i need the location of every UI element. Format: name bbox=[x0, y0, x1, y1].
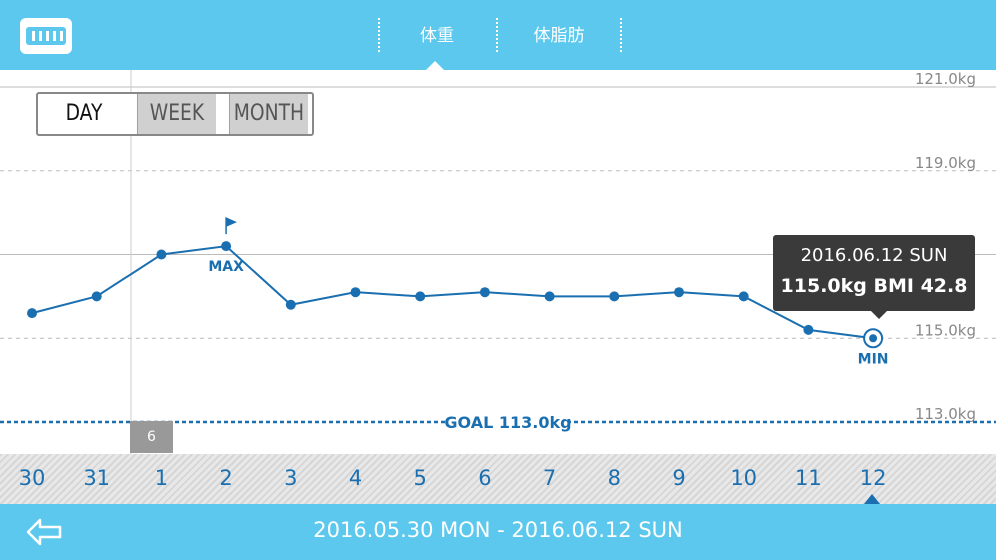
weight-point bbox=[91, 291, 102, 302]
date-label[interactable]: 2 bbox=[219, 466, 233, 490]
weight-point bbox=[674, 287, 684, 298]
weight-point bbox=[479, 287, 490, 298]
cursor-badge[interactable]: 6 bbox=[130, 421, 173, 453]
date-label[interactable]: 5 bbox=[413, 466, 427, 490]
footer-date-range: 2016.05.30 MON - 2016.06.12 SUN bbox=[313, 518, 683, 542]
tab-divider bbox=[496, 18, 498, 52]
weight-point bbox=[609, 291, 620, 302]
date-label[interactable]: 30 bbox=[18, 466, 46, 490]
selected-date-pointer bbox=[864, 494, 880, 504]
tab-body-fat[interactable]: 体脂肪 bbox=[533, 26, 585, 46]
tooltip-date: 2016.06.12 SUN bbox=[800, 245, 948, 266]
y-tick-label: 119.0kg bbox=[915, 154, 976, 172]
value-tooltip: 2016.06.12 SUN 115.0kg BMI 42.8 bbox=[773, 235, 975, 319]
min-point-dot bbox=[869, 334, 878, 343]
back-arrow-icon[interactable] bbox=[24, 516, 64, 548]
footer-bar: 2016.05.30 MON - 2016.06.12 SUN bbox=[0, 504, 996, 560]
weight-point bbox=[156, 249, 167, 260]
min-label: MIN bbox=[858, 351, 889, 367]
tab-divider bbox=[378, 18, 380, 52]
date-label[interactable]: 10 bbox=[730, 466, 758, 490]
range-selector: DAY WEEK MONTH bbox=[36, 92, 314, 136]
range-month-button[interactable]: MONTH bbox=[228, 94, 309, 134]
date-label[interactable]: 31 bbox=[83, 466, 111, 490]
max-flag-icon bbox=[225, 216, 237, 235]
weight-point bbox=[803, 324, 814, 335]
range-day-button[interactable]: DAY bbox=[44, 94, 124, 134]
weight-point bbox=[415, 291, 426, 302]
tab-divider bbox=[620, 18, 622, 52]
weight-point bbox=[350, 287, 361, 298]
date-label[interactable]: 4 bbox=[348, 466, 363, 490]
tooltip-value: 115.0kg BMI 42.8 bbox=[780, 275, 968, 297]
weight-point bbox=[27, 308, 37, 319]
goal-label: GOAL 113.0kg bbox=[444, 413, 571, 432]
app-header: 体重 体脂肪 bbox=[0, 0, 996, 70]
y-tick-label: 121.0kg bbox=[915, 70, 976, 88]
date-label[interactable]: 8 bbox=[607, 466, 621, 490]
selected-tab-pointer bbox=[426, 61, 444, 70]
weight-point bbox=[221, 241, 232, 252]
date-label[interactable]: 9 bbox=[672, 466, 686, 490]
date-label[interactable]: 12 bbox=[859, 466, 887, 490]
max-label: MAX bbox=[208, 259, 244, 275]
weight-point bbox=[544, 291, 555, 302]
range-week-button[interactable]: WEEK bbox=[136, 94, 217, 134]
scale-bars-inner bbox=[26, 27, 66, 45]
tab-weight[interactable]: 体重 bbox=[420, 26, 454, 46]
goal-label-bg bbox=[448, 410, 568, 434]
date-label[interactable]: 7 bbox=[542, 466, 557, 490]
y-tick-label: 115.0kg bbox=[915, 321, 976, 339]
date-label[interactable]: 3 bbox=[284, 466, 298, 490]
date-label[interactable]: 6 bbox=[478, 466, 492, 490]
tooltip-tip bbox=[871, 311, 887, 319]
y-tick-label: 113.0kg bbox=[915, 405, 976, 423]
date-strip[interactable]: 30 31 1 2 3 4 5 6 7 8 9 10 11 12 bbox=[0, 454, 996, 504]
date-label[interactable]: 11 bbox=[795, 466, 822, 490]
weight-point bbox=[285, 299, 296, 310]
weight-series-line bbox=[31, 245, 874, 340]
scale-bars-icon[interactable] bbox=[20, 18, 72, 54]
weight-point bbox=[738, 291, 749, 302]
date-label[interactable]: 1 bbox=[154, 466, 169, 490]
